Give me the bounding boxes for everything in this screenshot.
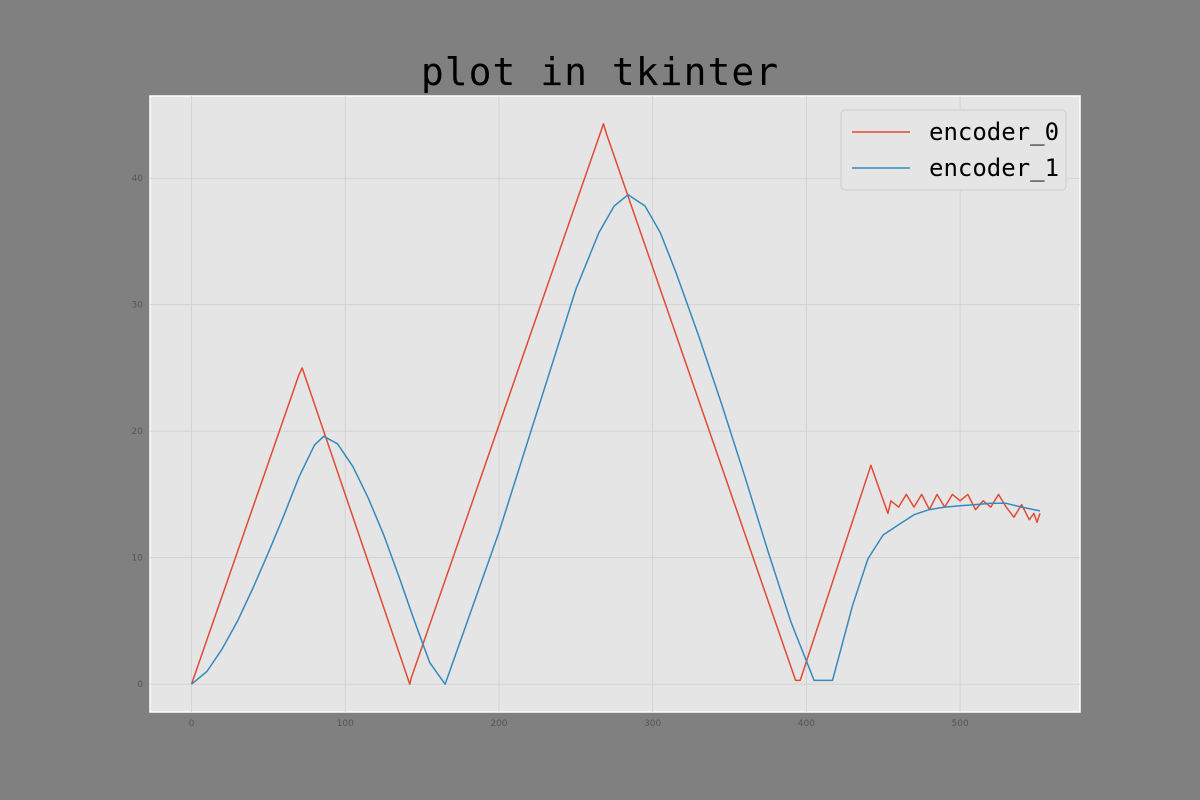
legend-label-encoder_1: encoder_1 — [929, 154, 1059, 182]
y-tick-label: 10 — [132, 554, 144, 564]
y-tick-label: 40 — [132, 174, 144, 184]
plot-area — [149, 95, 1081, 713]
series-line-encoder_1 — [191, 193, 1041, 685]
x-tick-label: 400 — [798, 719, 815, 729]
series-lines — [190, 123, 1041, 685]
legend-label-encoder_0: encoder_0 — [929, 118, 1059, 146]
legend-box — [840, 109, 1067, 191]
x-tick-label: 200 — [490, 719, 507, 729]
x-tick-label: 0 — [189, 719, 195, 729]
tick-labels: 0 100 200 300 400 500 0 10 20 30 40 — [132, 174, 969, 729]
x-tick-label: 300 — [644, 719, 661, 729]
legend: encoder_0 encoder_1 — [840, 109, 1067, 191]
chart-title: plot in tkinter — [420, 50, 780, 94]
x-tick-label: 500 — [952, 719, 969, 729]
x-tick-label: 100 — [337, 719, 354, 729]
y-tick-label: 30 — [132, 301, 144, 311]
y-tick-label: 20 — [132, 427, 144, 437]
y-tick-label: 0 — [137, 680, 143, 690]
